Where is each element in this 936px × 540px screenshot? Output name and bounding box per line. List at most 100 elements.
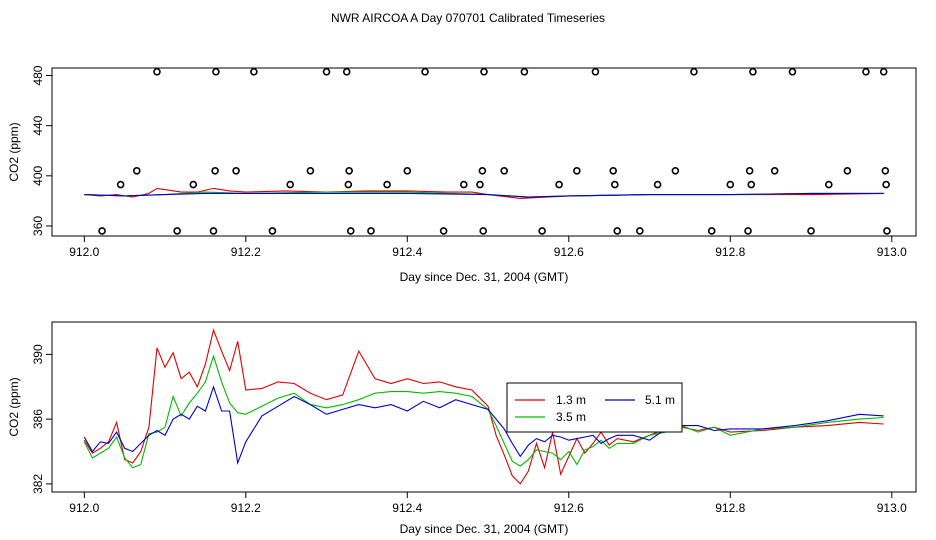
bottom-x-tick-label: 912.4: [392, 501, 422, 515]
legend: 1.3 m 5.1 m 3.5 m: [506, 382, 683, 433]
top-scatter-point: [478, 167, 487, 175]
top-scatter-point: [421, 67, 429, 76]
bottom-series-1-3-m-line: [83, 328, 884, 485]
bottom-x-tick-label: 912.2: [231, 501, 261, 515]
bottom-series-lines: [83, 328, 884, 485]
top-x-tick-label: 913.0: [877, 245, 907, 259]
top-scatter-point: [520, 67, 529, 76]
top-series-5-1-m-line: [84, 192, 884, 198]
top-y-axis: 360 400 440 480: [31, 65, 52, 236]
legend-label-1-3m: 1.3 m: [556, 393, 586, 407]
top-scatter-point: [232, 167, 240, 175]
top-scatter-point: [613, 227, 622, 235]
top-scatter-point: [609, 167, 617, 175]
top-scatter-point: [747, 180, 756, 189]
top-scatter-point: [250, 67, 258, 76]
top-scatter-point: [460, 180, 468, 189]
top-scatter-point: [788, 67, 797, 76]
bottom-panel: 912.0 912.2 912.4 912.6 912.8 913.0 382 386 390…: [7, 321, 917, 536]
top-scatter-point: [153, 67, 161, 76]
top-panel: 912.0 912.2 912.4 912.6 912.8 913.0 360 400 440…: [7, 65, 917, 284]
bottom-x-axis: 912.0 912.2 912.4 912.6 912.8 913.0: [69, 492, 907, 515]
top-y-tick-label: 440: [31, 115, 45, 135]
top-scatter-point: [653, 180, 662, 189]
top-scatter-point: [745, 167, 754, 175]
top-scatter-point: [345, 167, 353, 175]
bottom-y-tick-label: 382: [31, 474, 45, 494]
bottom-series-3-5-m-line: [83, 354, 884, 469]
bottom-x-tick-label: 912.0: [69, 501, 99, 515]
top-scatter-point: [344, 180, 353, 189]
top-scatter-point: [770, 167, 779, 175]
bottom-series-5-1-m-line: [83, 385, 884, 466]
top-scatter-point: [671, 167, 680, 175]
top-scatter-point: [403, 167, 412, 175]
top-scatter-point: [342, 67, 351, 76]
bottom-y-tick-label: 386: [31, 409, 45, 429]
top-x-tick-label: 912.6: [554, 245, 584, 259]
top-scatter-point: [807, 227, 815, 235]
top-scatter-point: [346, 227, 355, 235]
top-scatter-point: [690, 67, 698, 76]
top-scatter-point: [116, 180, 125, 189]
top-scatter-point: [439, 227, 448, 235]
top-scatter-point: [209, 227, 218, 235]
chart-title: NWR AIRCOA A Day 070701 Calibrated Times…: [331, 11, 605, 25]
top-scatter-point: [211, 167, 219, 175]
top-scatter-point: [555, 180, 563, 189]
top-scatter-point: [173, 227, 181, 235]
top-scatter-point: [824, 180, 833, 189]
bottom-x-axis-label: Day since Dec. 31, 2004 (GMT): [400, 522, 569, 536]
legend-box: [506, 382, 683, 433]
bottom-y-tick-label: 390: [31, 344, 45, 364]
bottom-x-tick-label: 913.0: [877, 501, 907, 515]
top-y-tick-label: 360: [31, 216, 45, 236]
top-scatter-point: [636, 227, 644, 235]
legend-label-5-1m: 5.1 m: [645, 393, 675, 407]
top-scatter-point: [726, 180, 735, 189]
top-scatter-point: [573, 167, 581, 175]
top-x-tick-label: 912.8: [715, 245, 745, 259]
top-scatter-point: [538, 227, 546, 235]
top-scatter-point: [744, 227, 752, 235]
top-plot-frame: [51, 67, 917, 237]
top-scatter-point: [367, 227, 375, 235]
top-scatter-point: [212, 67, 220, 76]
top-scatter-point: [500, 167, 508, 175]
top-scatter-point: [322, 67, 331, 76]
top-scatter-point: [879, 67, 888, 76]
top-x-tick-label: 912.4: [392, 245, 422, 259]
top-x-tick-label: 912.0: [69, 245, 99, 259]
top-y-tick-label: 480: [31, 65, 45, 85]
top-scatter-point: [883, 227, 891, 235]
top-series-lines: [84, 187, 884, 199]
top-scatter-point: [707, 227, 716, 235]
top-scatter-points: [98, 67, 891, 235]
top-x-axis-label: Day since Dec. 31, 2004 (GMT): [400, 270, 569, 284]
top-scatter-point: [611, 180, 619, 189]
top-scatter-point: [862, 67, 870, 76]
top-scatter-point: [286, 180, 295, 189]
top-scatter-point: [749, 67, 757, 76]
top-y-tick-label: 400: [31, 165, 45, 185]
top-scatter-point: [132, 167, 141, 175]
bottom-x-tick-label: 912.8: [715, 501, 745, 515]
top-scatter-point: [479, 227, 487, 235]
legend-label-3-5m: 3.5 m: [556, 410, 586, 424]
bottom-y-axis: 382 386 390: [31, 344, 52, 494]
bottom-plot-frame: [51, 321, 917, 493]
top-scatter-point: [306, 167, 315, 175]
top-x-tick-label: 912.2: [231, 245, 261, 259]
top-scatter-point: [98, 227, 106, 235]
top-scatter-point: [843, 167, 852, 175]
top-scatter-point: [268, 227, 277, 235]
top-x-axis: 912.0 912.2 912.4 912.6 912.8 913.0: [69, 236, 907, 259]
top-scatter-point: [882, 180, 890, 189]
top-scatter-point: [189, 180, 198, 189]
top-scatter-point: [881, 167, 890, 175]
bottom-y-axis-label: CO2 (ppm): [7, 377, 21, 436]
bottom-x-tick-label: 912.6: [554, 501, 584, 515]
top-scatter-point: [591, 67, 600, 76]
top-scatter-point: [476, 180, 484, 189]
